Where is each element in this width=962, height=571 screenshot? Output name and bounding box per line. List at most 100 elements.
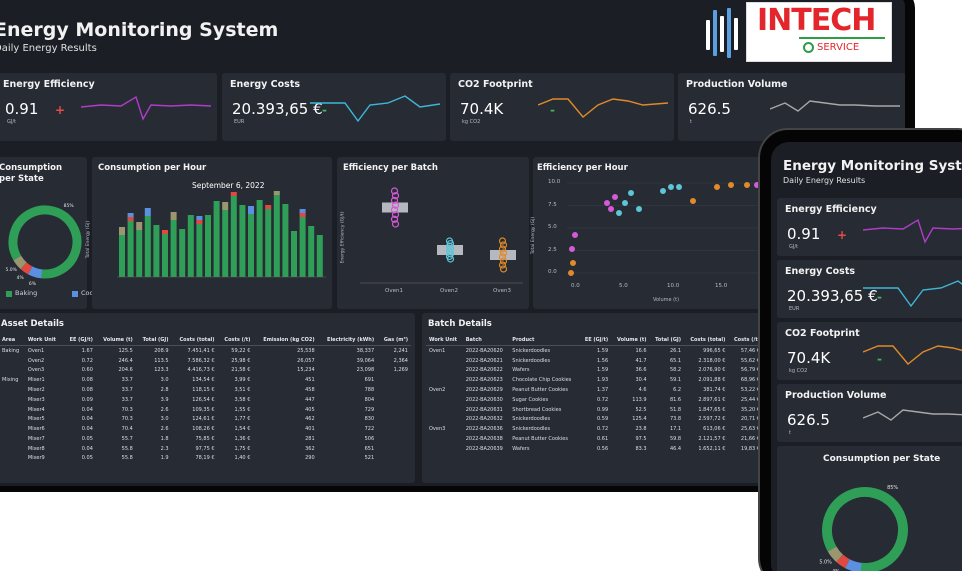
table-cell: 0.72 bbox=[81, 357, 93, 364]
sparkline-path bbox=[310, 95, 440, 123]
point bbox=[498, 253, 507, 261]
point bbox=[604, 200, 610, 206]
bar-segment bbox=[273, 195, 280, 277]
axis-label: Total Energy (GJ) bbox=[86, 220, 92, 259]
kpi-card: Energy Costs 20.393,65 € EUR - bbox=[777, 260, 962, 318]
table-row: Oven3 2022-BA20636 Snickerdoodles 0.72 23.8 1… bbox=[426, 424, 763, 434]
table-cell: Wafers bbox=[512, 445, 530, 452]
bar-segment bbox=[265, 209, 272, 277]
area-cell bbox=[0, 356, 25, 366]
bar-segment bbox=[282, 204, 289, 277]
table-cell: Mixer6 bbox=[27, 426, 45, 433]
table-cell: 0.56 bbox=[597, 445, 609, 452]
table-cell: 33.7 bbox=[121, 387, 133, 394]
table-cell: Mixer7 bbox=[27, 435, 45, 442]
point bbox=[499, 265, 508, 273]
sparkline-path bbox=[863, 345, 962, 365]
table-cell: 0.09 bbox=[81, 396, 93, 403]
table-cell: 290 bbox=[305, 455, 315, 462]
point bbox=[569, 246, 575, 252]
table-cell: 55,62 € bbox=[740, 357, 760, 364]
column-header: EE (GJ/t) bbox=[579, 335, 612, 346]
column-header: Volume (t) bbox=[95, 335, 136, 346]
table-cell: 19,83 € bbox=[740, 445, 760, 452]
table-cell: 401 bbox=[305, 426, 315, 433]
column-header: Total (GJ) bbox=[649, 335, 685, 346]
table-cell: 2.8 bbox=[160, 387, 169, 394]
sparkline-path bbox=[863, 280, 962, 308]
table-row: Oven3 0.60 204.6 123.3 4.416,73 € 21,58 € 15,2… bbox=[0, 366, 411, 376]
kpi-unit: kg CO2 bbox=[789, 368, 808, 374]
kpi-label: CO2 Footprint bbox=[458, 79, 533, 90]
table-cell: 2.121,57 € bbox=[698, 435, 726, 442]
kpi-trend: - bbox=[322, 103, 327, 117]
axis-label: Energy Efficiency (GJ/t) bbox=[340, 211, 346, 264]
table-cell: 1.9 bbox=[160, 455, 169, 462]
column-header: Work Unit bbox=[426, 335, 463, 346]
table-row: 2022-BA20631 Shortbread Cookies 0.99 52.5 51… bbox=[426, 405, 763, 415]
table-cell: 204.6 bbox=[118, 367, 133, 374]
table-cell: 722 bbox=[364, 426, 375, 433]
area-cell bbox=[0, 405, 25, 415]
table-cell: 46.4 bbox=[669, 445, 682, 452]
kpi-card: Production Volume 626.5 t bbox=[777, 384, 962, 442]
kpi-sparkline bbox=[538, 98, 668, 118]
kpi-sparkline bbox=[863, 280, 962, 308]
table-cell: 0.05 bbox=[81, 435, 93, 442]
table-row: Mixer4 0.04 70.3 2.6 109,35 € 1,55 € 405 729 bbox=[0, 405, 411, 415]
bar-segment bbox=[239, 205, 246, 277]
logo-underline bbox=[799, 37, 885, 39]
panel-title: Asset Details bbox=[1, 319, 64, 329]
work-unit-cell bbox=[426, 375, 463, 385]
kpi-value: 0.91 bbox=[5, 100, 39, 118]
point bbox=[616, 210, 622, 216]
axis-label: Volume (t) bbox=[653, 297, 680, 303]
table-cell: 1,55 € bbox=[234, 406, 251, 413]
table-cell: 25,63 € bbox=[740, 426, 760, 433]
kpi-label: Energy Costs bbox=[785, 266, 856, 277]
bar-segment bbox=[222, 202, 229, 210]
table-cell: 52.5 bbox=[635, 406, 647, 413]
table-cell: 7.586,32 € bbox=[187, 357, 215, 364]
table-cell: 1,36 € bbox=[234, 435, 251, 442]
table-cell: 0.99 bbox=[597, 406, 609, 413]
area-cell bbox=[0, 454, 25, 464]
table-cell: 2022-BA20620 bbox=[465, 347, 503, 354]
table-cell: 2.597,72 € bbox=[698, 416, 726, 423]
panel-efficiency-batch: Efficiency per Batch Energy Efficiency (G… bbox=[337, 157, 529, 309]
area-cell bbox=[0, 444, 25, 454]
table-cell: Sugar Cookies bbox=[512, 396, 549, 403]
kpi-sparkline bbox=[770, 100, 900, 112]
table-cell: 75,85 € bbox=[195, 435, 215, 442]
table-cell: Mixer4 bbox=[27, 406, 45, 413]
table-cell: 521 bbox=[364, 455, 375, 462]
table-cell: 26.1 bbox=[669, 347, 682, 354]
kpi-sparkline bbox=[81, 95, 211, 121]
table-cell: 17.1 bbox=[669, 426, 682, 433]
kpi-trend: + bbox=[837, 228, 848, 242]
kpi-card: Energy Efficiency 0.91 GJ/t + bbox=[777, 198, 962, 256]
kpi-value: 70.4K bbox=[787, 349, 831, 367]
x-tick-label: Oven1 bbox=[385, 288, 403, 294]
table-cell: 55.7 bbox=[121, 435, 133, 442]
bar-segment bbox=[273, 191, 280, 195]
table-row: Oven2 0.72 246.4 113.5 7.586,32 € 25,98 € 26,0… bbox=[0, 356, 411, 366]
bar-segment bbox=[196, 220, 203, 224]
table-cell: 2022-BA20623 bbox=[465, 377, 503, 384]
point bbox=[446, 255, 455, 263]
table-row: Mixer8 0.04 55.8 2.3 97,75 € 1,75 € 362 651 bbox=[0, 444, 411, 454]
table-cell: 2,241 bbox=[393, 347, 408, 354]
table-cell: 2022-BA20632 bbox=[465, 416, 503, 423]
table-cell: 0.08 bbox=[81, 387, 93, 394]
bar-segment bbox=[179, 229, 186, 277]
table-cell: 3,99 € bbox=[234, 377, 251, 384]
panel-consumption-hour: Consumption per Hour September 6, 2022 Tot… bbox=[86, 157, 332, 309]
table-cell: 3.0 bbox=[160, 377, 169, 384]
bar-segment bbox=[248, 214, 254, 277]
bar-segment bbox=[299, 217, 306, 277]
point bbox=[714, 184, 720, 190]
y-tick-label: 2.5 bbox=[548, 246, 557, 253]
donut-label: 4% bbox=[17, 275, 25, 281]
table-cell: Snickerdoodles bbox=[512, 347, 551, 354]
